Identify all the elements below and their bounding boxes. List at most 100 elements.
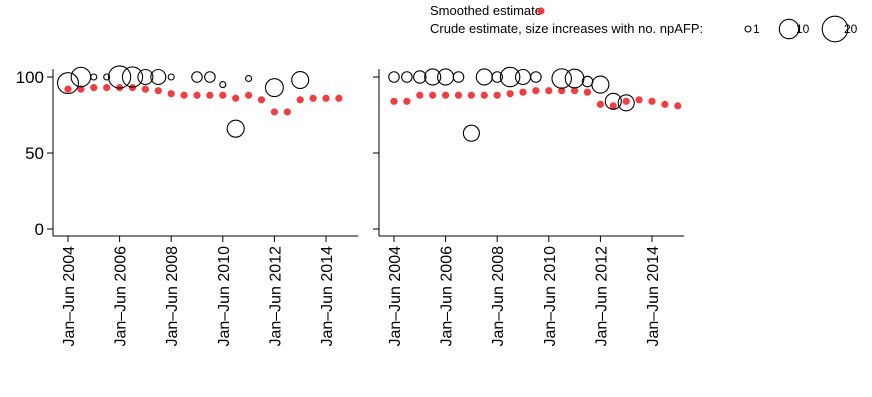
crude-point xyxy=(388,71,400,83)
crude-point xyxy=(226,119,245,138)
smoothed-point xyxy=(103,84,111,92)
crude-point xyxy=(564,68,585,89)
smoothed-point xyxy=(154,87,162,95)
legend-smoothed-label: Smoothed estimate xyxy=(430,3,542,18)
smoothed-point xyxy=(335,94,343,102)
smoothed-point xyxy=(596,100,605,108)
crude-point xyxy=(167,73,175,81)
smoothed-point xyxy=(506,90,514,98)
legend-smoothed-marker xyxy=(537,7,545,15)
smoothed-point xyxy=(609,102,617,110)
smoothed-point xyxy=(296,96,304,104)
smoothed-point xyxy=(442,91,450,99)
legend-crude-label: Crude estimate, size increases with no. … xyxy=(430,21,703,36)
legend-size-circle-10 xyxy=(778,18,800,40)
crude-point xyxy=(452,71,465,83)
crude-point xyxy=(57,72,79,95)
smoothed-point xyxy=(661,100,669,108)
smoothed-point xyxy=(403,97,411,105)
y-tick-label: 100 xyxy=(16,68,44,87)
smoothed-point xyxy=(322,94,330,102)
legend-size-label-10: 10 xyxy=(796,22,810,36)
crude-point xyxy=(424,68,442,86)
legend-size-circle-1 xyxy=(744,25,752,33)
x-tick-label: Jan–Jun 2012 xyxy=(593,246,610,347)
smoothed-point xyxy=(257,96,266,104)
smoothed-point xyxy=(90,84,98,92)
crude-point xyxy=(591,75,610,94)
crude-point xyxy=(264,78,284,98)
smoothed-point xyxy=(467,91,475,99)
legend-size-label-1: 1 xyxy=(753,22,760,36)
crude-point xyxy=(551,68,572,89)
x-tick-label: Jan–Jun 2004 xyxy=(61,246,78,347)
smoothed-point xyxy=(219,91,227,99)
crude-point xyxy=(604,92,622,110)
smoothed-point xyxy=(674,102,682,110)
x-tick-label: Jan–Jun 2006 xyxy=(113,246,130,347)
crude-point xyxy=(121,66,144,88)
y-tick-label: 0 xyxy=(35,220,44,239)
smoothed-point xyxy=(167,90,175,98)
smoothed-point xyxy=(558,87,566,95)
x-tick-label: Jan–Jun 2010 xyxy=(216,246,233,347)
smoothed-point xyxy=(245,91,253,99)
smoothed-point xyxy=(193,91,201,99)
crude-point xyxy=(437,68,455,86)
crude-point xyxy=(617,94,635,112)
legend-size-label-20: 20 xyxy=(844,22,858,36)
crude-point xyxy=(107,65,132,89)
smoothed-point xyxy=(232,94,240,102)
crude-point xyxy=(401,71,413,83)
smoothed-point xyxy=(648,97,656,105)
crude-point xyxy=(70,66,92,88)
smoothed-point xyxy=(635,96,643,104)
legend-size-circle-20 xyxy=(821,15,849,43)
crude-point xyxy=(475,68,493,86)
crude-point xyxy=(245,74,253,83)
crude-point xyxy=(291,70,310,90)
x-tick-label: Jan–Jun 2014 xyxy=(319,246,336,347)
smoothed-point xyxy=(480,91,488,99)
smoothed-point xyxy=(283,108,291,116)
crude-point xyxy=(462,124,480,142)
x-tick-label: Jan–Jun 2008 xyxy=(490,246,507,347)
crude-point xyxy=(150,68,167,86)
x-tick-label: Jan–Jun 2012 xyxy=(267,246,284,347)
panel-right: Jan–Jun 2004 Jan–Jun 2006 Jan–Jun 2008 Jan–… xyxy=(373,66,685,347)
smoothed-point xyxy=(270,108,278,116)
crude-point xyxy=(219,81,227,89)
smoothed-point xyxy=(64,85,72,93)
x-tick-label: Jan–Jun 2014 xyxy=(645,246,662,347)
smoothed-point xyxy=(545,87,553,95)
smoothed-point xyxy=(77,85,85,93)
crude-point xyxy=(191,71,203,83)
smoothed-point xyxy=(493,91,501,99)
smoothed-point xyxy=(622,97,630,105)
crude-point xyxy=(499,66,521,88)
smoothed-point xyxy=(532,87,540,95)
smoothed-point xyxy=(180,91,188,99)
smoothed-point xyxy=(206,91,214,99)
smoothed-point xyxy=(416,91,424,99)
crude-point xyxy=(530,71,542,83)
x-tick-label: Jan–Jun 2010 xyxy=(542,246,559,347)
smoothed-point xyxy=(583,88,592,96)
x-tick-label: Jan–Jun 2004 xyxy=(387,246,404,347)
legend-size-keys: 1 10 20 xyxy=(744,15,858,43)
crude-point xyxy=(90,73,98,81)
smoothed-point xyxy=(454,91,463,99)
x-tick-label: Jan–Jun 2006 xyxy=(439,246,456,347)
y-tick-label: 50 xyxy=(25,144,44,163)
crude-point xyxy=(103,73,111,81)
smoothed-point xyxy=(141,85,149,93)
smoothed-point xyxy=(309,94,317,102)
panel-left: 0 50 100 Jan–Jun 2004 Jan–Jun 2006 Jan–Jun 20… xyxy=(16,65,359,347)
smoothed-point xyxy=(571,87,579,95)
crude-point xyxy=(204,71,216,83)
crude-point xyxy=(514,68,532,86)
smoothed-point xyxy=(519,88,527,96)
crude-point xyxy=(491,71,503,83)
